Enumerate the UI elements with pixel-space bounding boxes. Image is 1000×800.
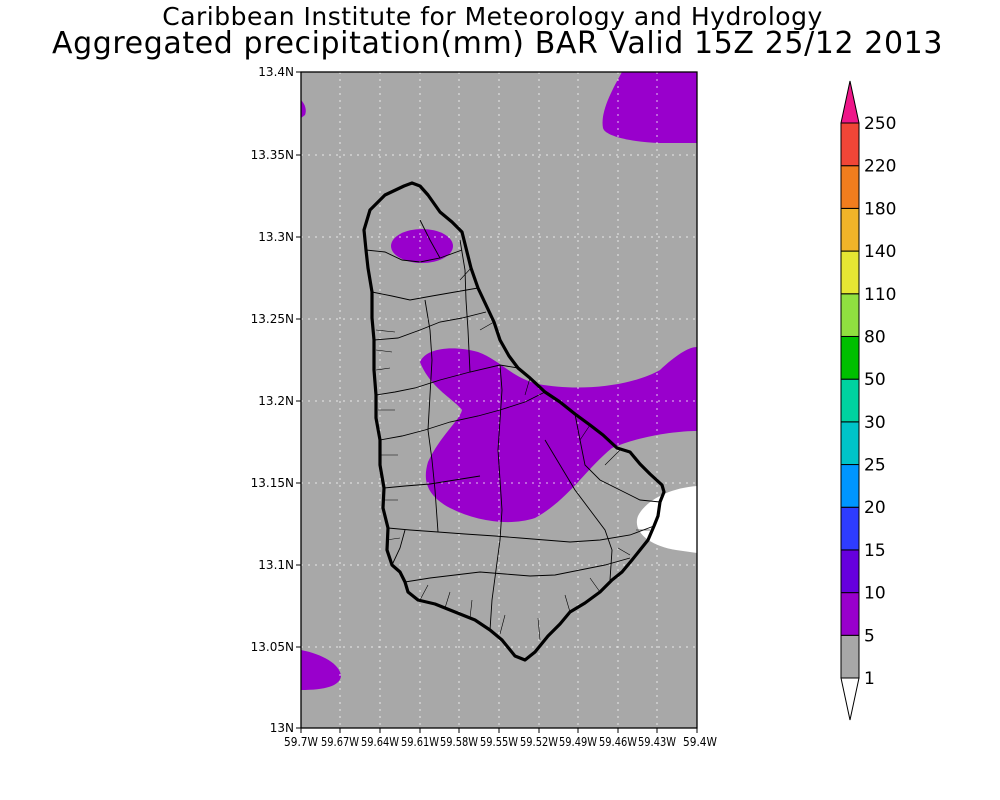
lon-axis (300, 728, 698, 733)
colorbar-label: 80 (864, 327, 886, 347)
barbados-island (362, 181, 666, 662)
lat-label: 13.15N (251, 476, 294, 490)
colorbar-segments (840, 122, 860, 679)
lat-label: 13.25N (251, 312, 294, 326)
chart-title-line2: Aggregated precipitation(mm) BAR Valid 1… (51, 26, 944, 61)
colorbar-label: 180 (864, 199, 896, 219)
lon-label: 59.64W (361, 735, 399, 749)
lat-label: 13N (270, 721, 294, 735)
colorbar-segment (840, 592, 860, 636)
lon-label: 59.4W (683, 735, 717, 749)
colorbar-label: 220 (864, 157, 896, 177)
colorbar-segment (840, 634, 860, 679)
colorbar-segment (840, 506, 860, 551)
lon-label: 59.58W (440, 735, 478, 749)
chart-title-line1: Caribbean Institute for Meteorology and … (162, 2, 823, 31)
colorbar-label: 1 (864, 669, 875, 689)
colorbar-segment (840, 122, 860, 167)
grid-lines (301, 72, 697, 728)
precip-area-southwest (301, 650, 341, 690)
colorbar-segment (840, 165, 860, 209)
colorbar-label: 5 (864, 626, 875, 646)
colorbar-segment (840, 335, 860, 380)
colorbar-segment (840, 250, 860, 295)
lon-label: 59.7W (284, 735, 318, 749)
lon-label: 59.52W (520, 735, 558, 749)
colorbar-label: 140 (864, 242, 896, 262)
colorbar-segment (840, 421, 860, 466)
lat-label: 13.3N (258, 230, 294, 244)
lon-label: 59.49W (559, 735, 597, 749)
lon-labels: 59.7W 59.67W 59.64W 59.61W 59.58W 59.55W… (284, 735, 717, 749)
colorbar-label: 30 (864, 413, 886, 433)
lat-axis (296, 71, 301, 729)
colorbar-label: 50 (864, 370, 886, 390)
lon-label: 59.46W (599, 735, 637, 749)
lon-label: 59.61W (401, 735, 439, 749)
colorbar-segment (840, 378, 860, 423)
lat-label: 13.05N (251, 640, 294, 654)
colorbar-label: 250 (864, 114, 896, 134)
colorbar-segment (840, 464, 860, 508)
coastal-streams (375, 267, 650, 641)
colorbar-label: 25 (864, 456, 886, 476)
colorbar-under-triangle (840, 677, 860, 721)
colorbar-label: 15 (864, 541, 886, 561)
precip-area-west-edge (301, 100, 306, 118)
lon-label: 59.67W (321, 735, 359, 749)
precip-area-central (420, 347, 697, 523)
colorbar-label: 110 (864, 285, 896, 305)
colorbar-segment (840, 207, 860, 252)
lat-labels: 13.4N 13.35N 13.3N 13.25N 13.2N 13.15N 1… (251, 65, 294, 735)
precip-area-northeast (602, 72, 697, 143)
colorbar-segment (840, 549, 860, 594)
lat-label: 13.4N (258, 65, 294, 79)
precip-area-north (391, 229, 453, 263)
colorbar-over-triangle (840, 80, 860, 124)
colorbar-segment (840, 293, 860, 337)
colorbar-label: 20 (864, 498, 886, 518)
lon-label: 59.43W (638, 735, 676, 749)
lat-label: 13.35N (251, 148, 294, 162)
lon-label: 59.55W (480, 735, 518, 749)
colorbar-label: 10 (864, 584, 886, 604)
lat-label: 13.1N (258, 558, 294, 572)
no-precip-area-east (636, 486, 697, 553)
lat-label: 13.2N (258, 394, 294, 408)
